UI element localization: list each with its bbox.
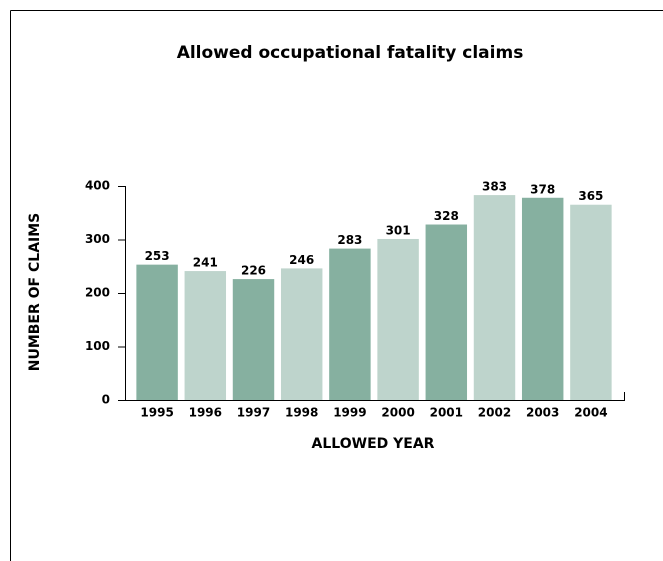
bar bbox=[570, 204, 612, 400]
x-tick-label: 2001 bbox=[430, 406, 463, 420]
value-label: 365 bbox=[578, 189, 603, 203]
bar bbox=[425, 224, 468, 400]
chart-title: Allowed occupational fatality claims bbox=[177, 43, 524, 63]
value-label: 253 bbox=[145, 249, 170, 263]
bar bbox=[473, 195, 516, 400]
value-label: 301 bbox=[386, 223, 411, 237]
bar bbox=[280, 268, 323, 400]
x-tick-label: 1997 bbox=[237, 406, 270, 420]
y-axis-title: NUMBER OF CLAIMS bbox=[27, 213, 43, 372]
x-tick-label: 2003 bbox=[526, 406, 559, 420]
x-tick-label: 1998 bbox=[285, 406, 318, 420]
value-label: 378 bbox=[530, 182, 555, 196]
bar bbox=[521, 197, 564, 400]
value-label: 246 bbox=[289, 253, 314, 267]
x-tick-label: 2002 bbox=[478, 406, 511, 420]
bar bbox=[184, 271, 227, 400]
value-label: 226 bbox=[241, 264, 266, 278]
x-tick-label: 1995 bbox=[140, 406, 173, 420]
bar bbox=[232, 279, 275, 400]
value-label: 283 bbox=[337, 233, 362, 247]
bar bbox=[136, 264, 178, 400]
y-tick-label: 100 bbox=[85, 339, 110, 353]
value-label: 328 bbox=[434, 209, 459, 223]
y-tick-label: 0 bbox=[102, 393, 110, 407]
x-axis-title: ALLOWED YEAR bbox=[312, 436, 435, 452]
value-label: 383 bbox=[482, 180, 507, 194]
y-tick-label: 400 bbox=[85, 179, 110, 193]
x-tick-label: 1996 bbox=[189, 406, 222, 420]
bar bbox=[377, 238, 419, 400]
y-tick-label: 300 bbox=[85, 232, 110, 246]
x-tick-label: 1999 bbox=[333, 406, 366, 420]
y-tick-label: 200 bbox=[85, 286, 110, 300]
x-tick-label: 2004 bbox=[574, 406, 607, 420]
bar bbox=[329, 248, 371, 400]
x-tick-label: 2000 bbox=[381, 406, 414, 420]
value-label: 241 bbox=[193, 256, 218, 270]
